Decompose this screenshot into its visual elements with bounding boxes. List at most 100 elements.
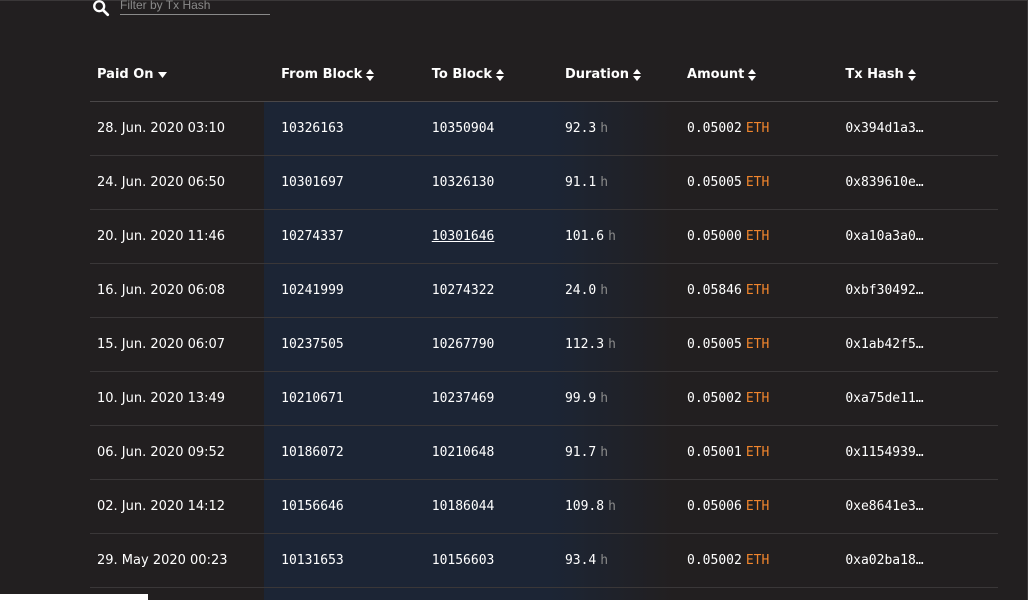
tx-hash-value[interactable]: 0x839610e… xyxy=(845,175,924,190)
tx-hash-value[interactable]: 0xa75de11… xyxy=(845,391,924,406)
amount-value: 0.05005 xyxy=(687,337,742,352)
sort-icon xyxy=(366,68,375,81)
to-block-cell: 10186044 xyxy=(424,479,558,534)
amount-value: 0.05005 xyxy=(687,175,742,190)
to-block-value: 10156603 xyxy=(431,553,495,568)
amount-value: 0.05002 xyxy=(687,121,742,136)
duration-cell: 91.7 h xyxy=(557,425,681,480)
paid-on-cell: 24. Jun. 2020 06:50 xyxy=(90,155,275,210)
tx-hash-value[interactable]: 0xa02ba18… xyxy=(845,553,924,568)
duration-cell: 109.8 h xyxy=(557,479,681,534)
duration-cell: 112.3 h xyxy=(557,317,681,372)
from-block-value: 10186072 xyxy=(281,445,344,460)
column-header-to-block[interactable]: To Block xyxy=(424,48,558,102)
tx-hash-cell[interactable]: 0xa75de11… xyxy=(838,371,998,426)
paid-on-value: 06. Jun. 2020 09:52 xyxy=(97,445,226,460)
sort-icon xyxy=(748,68,757,81)
duration-cell: 99.9 h xyxy=(557,371,681,426)
tx-hash-value[interactable]: 0x394d1a3… xyxy=(845,121,924,136)
paid-on-value: 16. Jun. 2020 06:08 xyxy=(97,283,226,298)
from-block-cell: 10237505 xyxy=(274,317,425,372)
tx-hash-cell[interactable]: 0x394d1a3… xyxy=(838,101,998,156)
table-row: 10. Jun. 2020 13:49 10210671 10237469 99.9 h… xyxy=(90,371,998,426)
duration-value: 91.1 xyxy=(564,175,597,190)
tx-hash-cell[interactable]: 0x1ab42f5… xyxy=(838,317,998,372)
to-block-value: 10186044 xyxy=(431,499,495,514)
from-block-cell: 10210671 xyxy=(274,371,425,426)
to-block-cell: 10301646 xyxy=(424,209,558,264)
from-block-cell: 10274337 xyxy=(274,209,425,264)
to-block-value: 10237469 xyxy=(431,391,495,406)
tx-hash-value[interactable]: 0xe8641e3… xyxy=(845,499,924,514)
column-header-amount[interactable]: Amount xyxy=(680,48,839,102)
duration-value: 101.6 xyxy=(564,229,605,244)
filter-bar xyxy=(92,0,270,20)
amount-value: 0.05001 xyxy=(687,445,742,460)
from-block-value: 10210671 xyxy=(281,391,344,406)
column-header-label: To Block xyxy=(431,67,492,82)
amount-unit: ETH xyxy=(745,283,770,298)
amount-cell: 0.05005 ETH xyxy=(680,317,839,372)
column-header-from-block[interactable]: From Block xyxy=(274,48,425,102)
amount-value: 0.05006 xyxy=(687,499,742,514)
tx-hash-cell[interactable]: 0xa10a3a0… xyxy=(838,209,998,264)
amount-unit: ETH xyxy=(745,229,770,244)
tx-hash-value[interactable]: 0x1154939… xyxy=(845,445,924,460)
table-row: 16. Jun. 2020 06:08 10241999 10274322 24.0 h… xyxy=(90,263,998,318)
duration-unit: h xyxy=(608,229,616,244)
paid-on-value: 10. Jun. 2020 13:49 xyxy=(97,391,226,406)
table-header-row: Paid On From Block To Block Duration Amo… xyxy=(90,48,998,102)
column-header-paid-on[interactable]: Paid On xyxy=(90,48,275,102)
duration-value: 99.9 xyxy=(564,391,597,406)
tx-hash-value[interactable]: 0xa10a3a0… xyxy=(845,229,924,244)
from-block-value: 10156646 xyxy=(281,499,344,514)
amount-unit: ETH xyxy=(745,337,770,352)
duration-value: 109.8 xyxy=(564,499,605,514)
from-block-cell: 10241999 xyxy=(274,263,425,318)
duration-value: 92.3 xyxy=(564,121,597,136)
column-header-duration[interactable]: Duration xyxy=(557,48,681,102)
table-row: 02. Jun. 2020 14:12 10156646 10186044 109.8… xyxy=(90,479,998,534)
from-block-value: 10237505 xyxy=(281,337,344,352)
from-block-cell: 10156646 xyxy=(274,479,425,534)
tx-hash-filter-input[interactable] xyxy=(120,0,270,15)
paid-on-cell: 28. Jun. 2020 03:10 xyxy=(90,101,275,156)
amount-unit: ETH xyxy=(745,445,770,460)
table-row: 20. Jun. 2020 11:46 10274337 10301646 101.6… xyxy=(90,209,998,264)
from-block-cell: 10186072 xyxy=(274,425,425,480)
to-block-link[interactable]: 10301646 xyxy=(431,229,495,244)
table-body: 28. Jun. 2020 03:10 10326163 10350904 92.3 h… xyxy=(90,101,998,588)
sort-icon xyxy=(907,68,916,81)
paid-on-value: 02. Jun. 2020 14:12 xyxy=(97,499,226,514)
paid-on-cell: 06. Jun. 2020 09:52 xyxy=(90,425,275,480)
tx-hash-cell[interactable]: 0x1154939… xyxy=(838,425,998,480)
search-icon[interactable] xyxy=(92,0,110,17)
duration-unit: h xyxy=(600,553,609,568)
duration-value: 24.0 xyxy=(564,283,597,298)
amount-unit: ETH xyxy=(745,391,770,406)
paid-on-cell: 16. Jun. 2020 06:08 xyxy=(90,263,275,318)
tx-hash-cell[interactable]: 0xbf30492… xyxy=(838,263,998,318)
tx-hash-value[interactable]: 0x1ab42f5… xyxy=(845,337,924,352)
table-row: 29. May 2020 00:23 10131653 10156603 93.4 h 0… xyxy=(90,533,998,588)
payments-table: Paid On From Block To Block Duration Amo… xyxy=(90,48,998,588)
to-block-cell: 10267790 xyxy=(424,317,558,372)
column-header-label: Tx Hash xyxy=(845,67,904,82)
duration-unit: h xyxy=(600,283,609,298)
bottom-overlay-bar xyxy=(0,594,148,600)
from-block-value: 10131653 xyxy=(281,553,344,568)
paid-on-value: 15. Jun. 2020 06:07 xyxy=(97,337,226,352)
tx-hash-value[interactable]: 0xbf30492… xyxy=(845,283,924,298)
duration-cell: 92.3 h xyxy=(557,101,681,156)
to-block-cell: 10274322 xyxy=(424,263,558,318)
amount-cell: 0.05000 ETH xyxy=(680,209,839,264)
amount-cell: 0.05846 ETH xyxy=(680,263,839,318)
to-block-cell: 10210648 xyxy=(424,425,558,480)
tx-hash-cell[interactable]: 0xa02ba18… xyxy=(838,533,998,588)
amount-value: 0.05846 xyxy=(687,283,742,298)
duration-value: 112.3 xyxy=(564,337,605,352)
column-header-tx-hash[interactable]: Tx Hash xyxy=(838,48,998,102)
tx-hash-cell[interactable]: 0x839610e… xyxy=(838,155,998,210)
tx-hash-cell[interactable]: 0xe8641e3… xyxy=(838,479,998,534)
